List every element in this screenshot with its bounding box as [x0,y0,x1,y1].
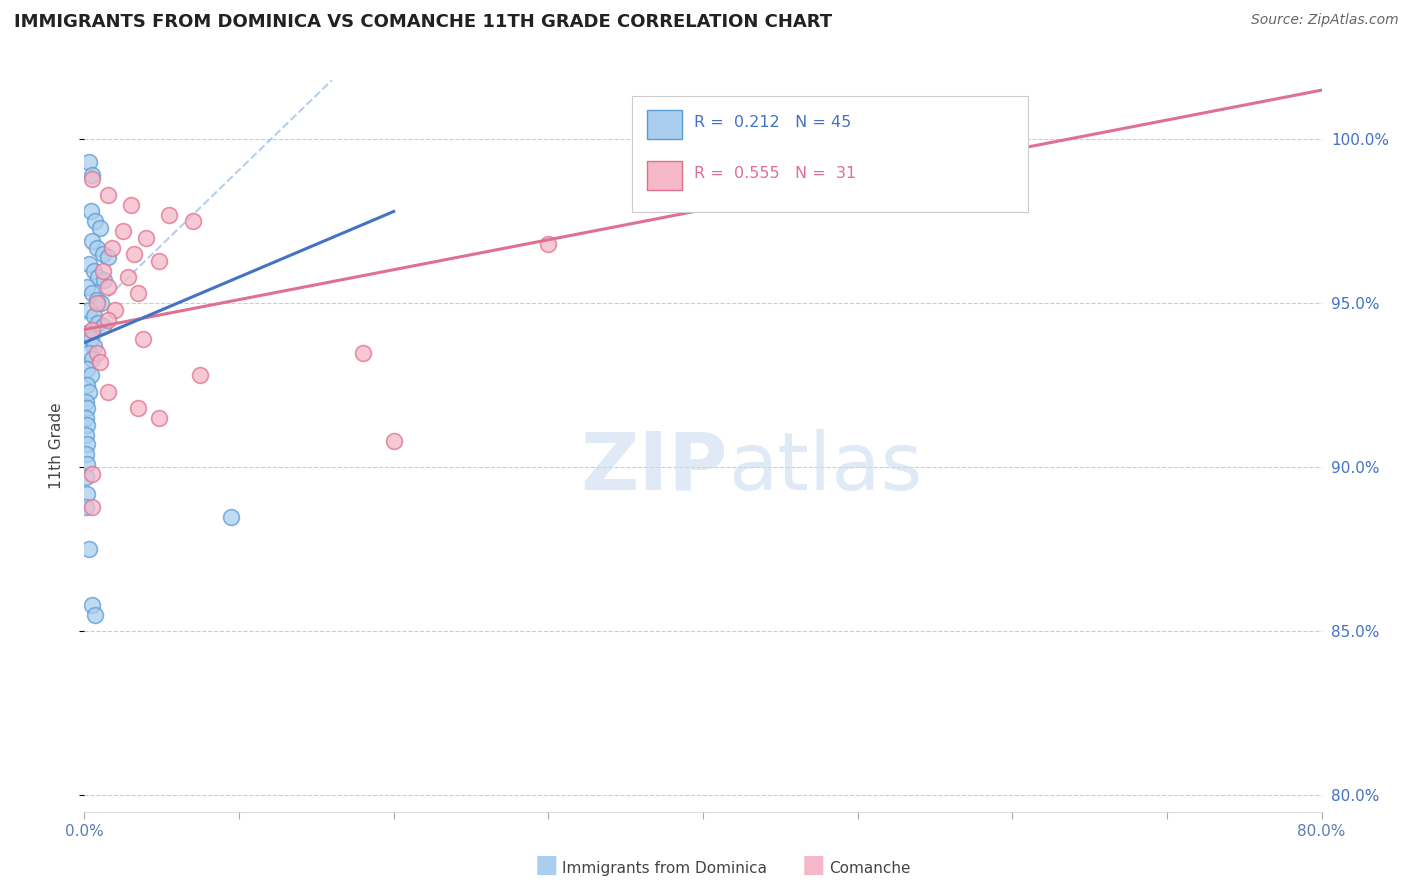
Point [82,322,104,336]
Bar [647,161,682,190]
Point [90,296,112,310]
Point [97,188,120,202]
Text: R =  0.212   N = 45: R = 0.212 N = 45 [695,115,852,130]
Point [120,198,142,212]
Point [91,319,114,334]
Point [86,293,108,307]
Text: ■: ■ [801,853,825,877]
Point [128,286,150,301]
Point [89,355,111,369]
Point [86,296,108,310]
Point [87,316,110,330]
Point [76,486,98,500]
Point [83,339,105,353]
FancyBboxPatch shape [633,96,1028,212]
Point [101,241,124,255]
Point [112,224,135,238]
Point [148,411,170,425]
Point [76,401,98,416]
Point [382,434,405,448]
Point [75,427,97,442]
Point [181,214,204,228]
Text: ZIP: ZIP [581,429,728,507]
Point [77,345,100,359]
Text: atlas: atlas [728,429,922,507]
Point [76,417,98,432]
Point [97,251,120,265]
Point [77,384,100,399]
Point [86,345,108,359]
Point [86,241,108,255]
Point [75,411,97,425]
Point [159,208,181,222]
Point [77,542,100,557]
Point [89,220,111,235]
Point [82,234,104,248]
Point [76,378,98,392]
Point [75,447,97,461]
Point [82,500,104,514]
Point [221,509,243,524]
Bar [647,110,682,139]
Point [75,500,97,514]
Point [76,326,98,340]
Text: R =  0.555   N =  31: R = 0.555 N = 31 [695,167,856,181]
Point [84,214,107,228]
Point [79,204,101,219]
Point [79,368,101,383]
Point [76,437,98,451]
Point [83,263,105,277]
Point [104,302,127,317]
Point [76,457,98,471]
Point [82,598,104,612]
Point [82,286,104,301]
Point [117,270,139,285]
Point [76,362,98,376]
Point [963,159,986,173]
Point [128,401,150,416]
Text: ■: ■ [534,853,558,877]
Text: Comanche: Comanche [830,861,911,876]
Point [132,332,155,346]
Point [91,263,114,277]
Point [82,171,104,186]
Text: Source: ZipAtlas.com: Source: ZipAtlas.com [1251,13,1399,28]
Point [75,394,97,409]
Point [79,332,101,346]
Text: Immigrants from Dominica: Immigrants from Dominica [562,861,768,876]
Point [97,280,120,294]
Point [122,247,145,261]
Point [97,384,120,399]
Point [188,368,212,383]
Point [93,273,115,287]
Point [537,237,560,252]
Point [75,470,97,484]
Point [82,352,104,367]
Point [82,467,104,481]
Y-axis label: 11th Grade: 11th Grade [49,402,63,490]
Point [87,270,110,285]
Point [84,607,107,622]
Text: IMMIGRANTS FROM DOMINICA VS COMANCHE 11TH GRADE CORRELATION CHART: IMMIGRANTS FROM DOMINICA VS COMANCHE 11T… [14,13,832,31]
Point [83,310,105,324]
Point [77,155,100,169]
Point [77,257,100,271]
Point [76,280,98,294]
Point [91,247,114,261]
Point [135,231,157,245]
Point [97,312,120,326]
Point [77,302,100,317]
Point [352,345,374,359]
Point [148,253,170,268]
Point [82,169,104,183]
